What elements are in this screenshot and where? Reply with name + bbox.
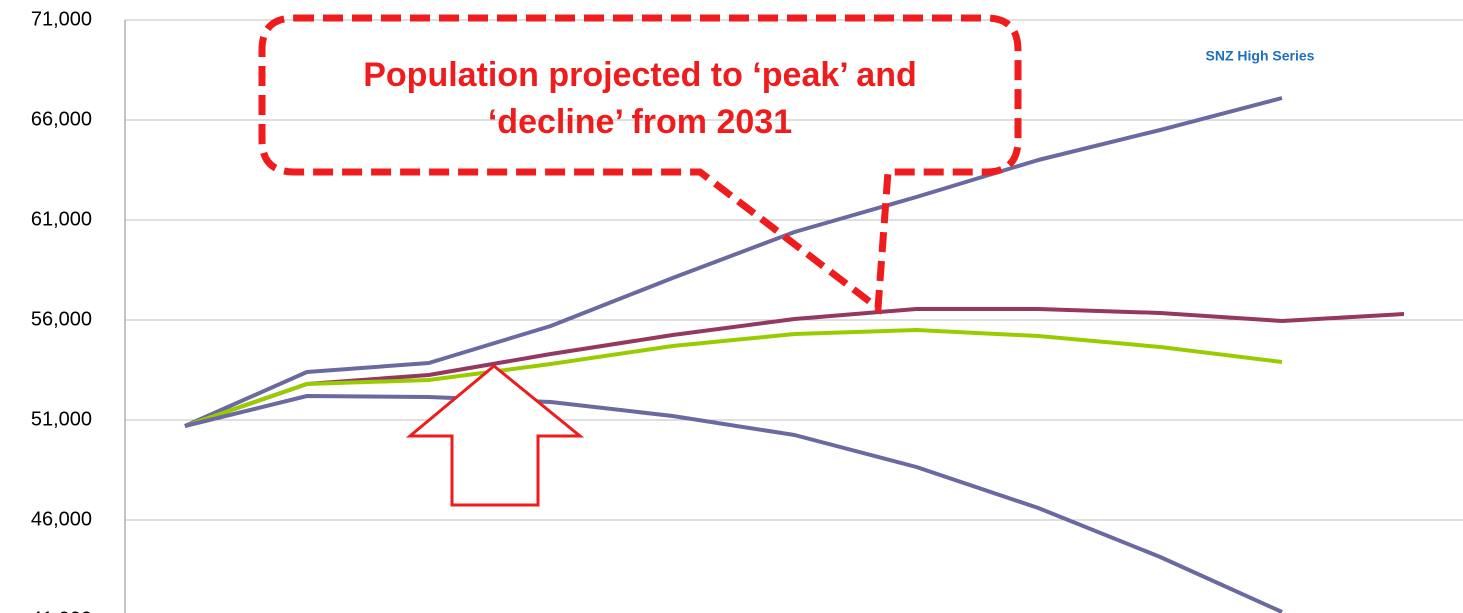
- series-line: [184, 307, 1405, 428]
- y-tick-label: 56,000: [31, 308, 92, 330]
- up-arrow: [405, 364, 585, 507]
- series-label: SNZ High Series: [1206, 48, 1315, 64]
- y-tick-label: 71,000: [31, 8, 92, 30]
- annotation: ‘decline’ from 2031: [488, 103, 792, 141]
- y-tick-label: 61,000: [31, 208, 92, 230]
- lines: [184, 96, 1405, 613]
- annotation: Population projected to ‘peak’ and: [363, 56, 917, 94]
- series-line: [184, 328, 1283, 428]
- y-tick-label: 41,000: [31, 608, 92, 613]
- y-tick-label: 51,000: [31, 408, 92, 430]
- y-tick-label: 46,000: [31, 508, 92, 530]
- y-tick-label: 66,000: [31, 108, 92, 130]
- series-line: [184, 394, 1283, 613]
- callout: [258, 14, 1022, 315]
- series-line: [184, 96, 1283, 428]
- grid: [125, 19, 1463, 521]
